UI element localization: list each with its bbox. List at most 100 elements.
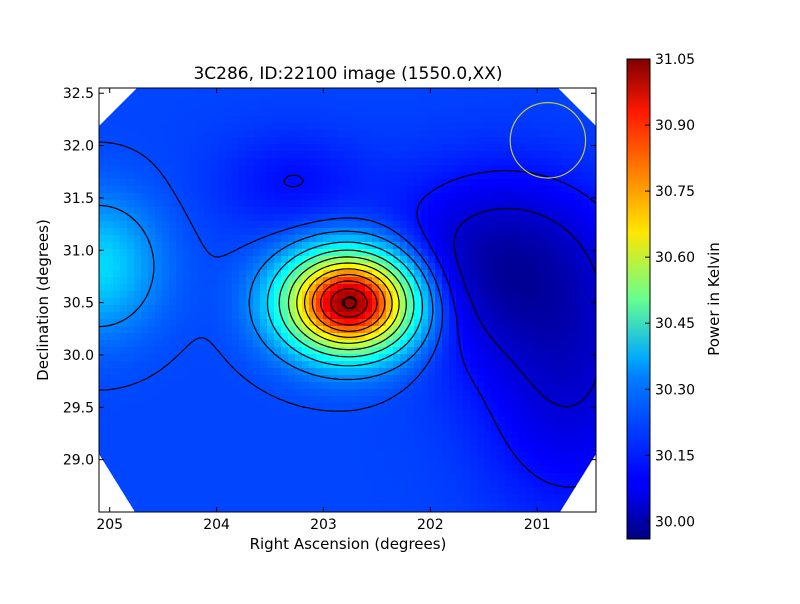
heatmap-cell	[498, 459, 506, 467]
heatmap-cell	[120, 235, 128, 243]
heatmap-cell	[386, 123, 394, 131]
heatmap-cell	[344, 144, 352, 152]
heatmap-cell	[512, 130, 520, 138]
heatmap-cell	[239, 361, 247, 369]
heatmap-cell	[176, 207, 184, 215]
heatmap-cell	[225, 333, 233, 341]
heatmap-cell	[547, 221, 555, 229]
heatmap-cell	[120, 249, 128, 257]
heatmap-cell	[449, 445, 457, 453]
heatmap-cell	[204, 256, 212, 264]
heatmap-cell	[246, 137, 254, 145]
heatmap-cell	[372, 221, 380, 229]
heatmap-cell	[169, 466, 177, 474]
heatmap-cell	[162, 130, 170, 138]
heatmap-cell	[484, 459, 492, 467]
heatmap-cell	[239, 116, 247, 124]
heatmap-cell	[218, 389, 226, 397]
heatmap-cell	[358, 277, 366, 285]
heatmap-cell	[449, 347, 457, 355]
heatmap-cell	[484, 291, 492, 299]
heatmap-cell	[407, 109, 415, 117]
heatmap-cell	[295, 438, 303, 446]
heatmap-cell	[141, 130, 149, 138]
heatmap-cell	[288, 186, 296, 194]
heatmap-cell	[176, 417, 184, 425]
heatmap-cell	[512, 417, 520, 425]
heatmap-cell	[491, 501, 499, 509]
heatmap-cell	[113, 151, 121, 159]
heatmap-cell	[323, 235, 331, 243]
heatmap-cell	[435, 368, 443, 376]
heatmap-cell	[316, 375, 324, 383]
heatmap-cell	[540, 403, 548, 411]
heatmap-cell	[582, 340, 590, 348]
heatmap-cell	[309, 235, 317, 243]
heatmap-cell	[463, 116, 471, 124]
heatmap-cell	[582, 501, 590, 509]
heatmap-cell	[246, 172, 254, 180]
heatmap-cell	[274, 333, 282, 341]
heatmap-cell	[246, 508, 254, 512]
heatmap-cell	[288, 410, 296, 418]
heatmap-cell	[183, 312, 191, 320]
heatmap-cell	[358, 165, 366, 173]
heatmap-cell	[351, 158, 359, 166]
heatmap-cell	[568, 494, 576, 502]
heatmap-cell	[120, 501, 128, 509]
heatmap-cell	[484, 424, 492, 432]
heatmap-cell	[582, 228, 590, 236]
heatmap-cell	[204, 116, 212, 124]
heatmap-cell	[393, 284, 401, 292]
heatmap-cell	[288, 130, 296, 138]
heatmap-cell	[589, 102, 596, 110]
heatmap-cell	[428, 214, 436, 222]
heatmap-cell	[428, 389, 436, 397]
heatmap-cell	[358, 431, 366, 439]
heatmap-cell	[162, 508, 170, 512]
heatmap-cell	[400, 270, 408, 278]
heatmap-cell	[379, 200, 387, 208]
heatmap-cell	[547, 501, 555, 509]
heatmap-cell	[519, 123, 527, 131]
heatmap-cell	[204, 368, 212, 376]
heatmap-cell	[169, 165, 177, 173]
heatmap-cell	[162, 445, 170, 453]
heatmap-cell	[414, 459, 422, 467]
heatmap-cell	[456, 137, 464, 145]
heatmap-cell	[540, 109, 548, 117]
heatmap-cell	[99, 207, 107, 215]
heatmap-cell	[512, 158, 520, 166]
heatmap-cell	[561, 452, 569, 460]
heatmap-cell	[407, 193, 415, 201]
heatmap-cell	[127, 305, 135, 313]
heatmap-cell	[393, 214, 401, 222]
heatmap-cell	[547, 151, 555, 159]
heatmap-cell	[428, 95, 436, 103]
heatmap-cell	[120, 389, 128, 397]
heatmap-cell	[512, 193, 520, 201]
heatmap-cell	[218, 221, 226, 229]
heatmap-cell	[337, 340, 345, 348]
heatmap-cell	[134, 368, 142, 376]
contour-line	[320, 280, 378, 326]
heatmap-cell	[358, 347, 366, 355]
heatmap-cell	[120, 459, 128, 467]
heatmap-cell	[442, 361, 450, 369]
heatmap-cell	[323, 340, 331, 348]
heatmap-cell	[414, 445, 422, 453]
heatmap-cell	[281, 137, 289, 145]
heatmap-cell	[575, 263, 583, 271]
y-tick-label: 32.0	[63, 139, 94, 155]
heatmap-cell	[197, 151, 205, 159]
heatmap-cell	[169, 508, 177, 512]
heatmap-cell	[344, 123, 352, 131]
heatmap-cell	[561, 200, 569, 208]
heatmap-cell	[498, 144, 506, 152]
heatmap-cell	[302, 235, 310, 243]
heatmap-cell	[218, 102, 226, 110]
heatmap-cell	[253, 361, 261, 369]
heatmap-cell	[232, 333, 240, 341]
heatmap-cell	[449, 494, 457, 502]
heatmap-cell	[568, 179, 576, 187]
